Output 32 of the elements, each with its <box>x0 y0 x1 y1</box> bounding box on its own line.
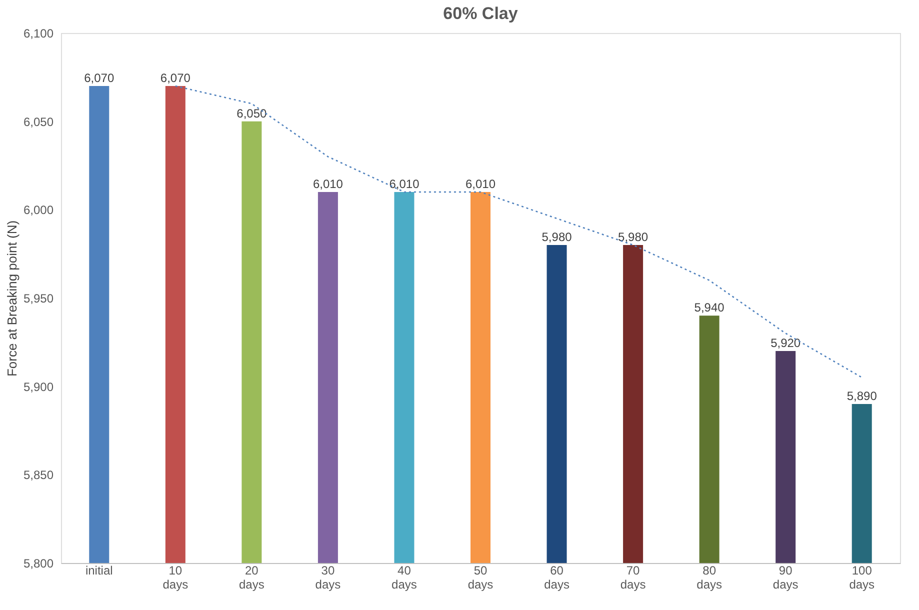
data-label: 6,050 <box>236 106 268 120</box>
y-tick-label: 6,000 <box>23 203 54 218</box>
x-tick-label: 20 days <box>239 564 264 592</box>
line-series <box>174 85 863 378</box>
x-tick-label: 90 days <box>772 564 798 592</box>
x-tick-label: 10 days <box>162 564 188 592</box>
data-label: 5,980 <box>618 230 648 244</box>
data-label: 6,010 <box>312 177 344 191</box>
data-label: 5,980 <box>542 230 572 244</box>
x-tick-label: 40 days <box>392 564 417 592</box>
x-tick-label: 60 days <box>544 564 570 592</box>
data-label: 5,890 <box>846 389 878 403</box>
x-tick-label: 50 days <box>468 564 494 592</box>
y-axis-title: Force at Breaking point (N) <box>4 220 20 377</box>
x-tick-label: initial <box>85 564 113 578</box>
data-label: 5,920 <box>770 336 801 350</box>
x-tick-label: 30 days <box>315 564 341 592</box>
y-tick-label: 5,800 <box>23 556 54 570</box>
data-label: 5,940 <box>694 300 725 315</box>
data-label: 6,010 <box>465 177 496 191</box>
x-tick-label: 100 days <box>849 564 875 592</box>
data-label: 6,070 <box>84 71 114 85</box>
y-tick-label: 5,850 <box>23 468 54 482</box>
y-tick-label: 6,100 <box>23 26 54 40</box>
x-tick-label: 80 days <box>696 564 722 592</box>
y-tick-label: 5,950 <box>23 292 54 306</box>
chart-title: 60% Clay <box>443 4 518 23</box>
data-label: 6,070 <box>160 71 191 85</box>
x-tick-label: 70 days <box>620 564 646 592</box>
data-label: 6,010 <box>389 177 420 191</box>
y-tick-label: 6,050 <box>23 114 54 129</box>
y-tick-label: 5,900 <box>23 380 54 394</box>
